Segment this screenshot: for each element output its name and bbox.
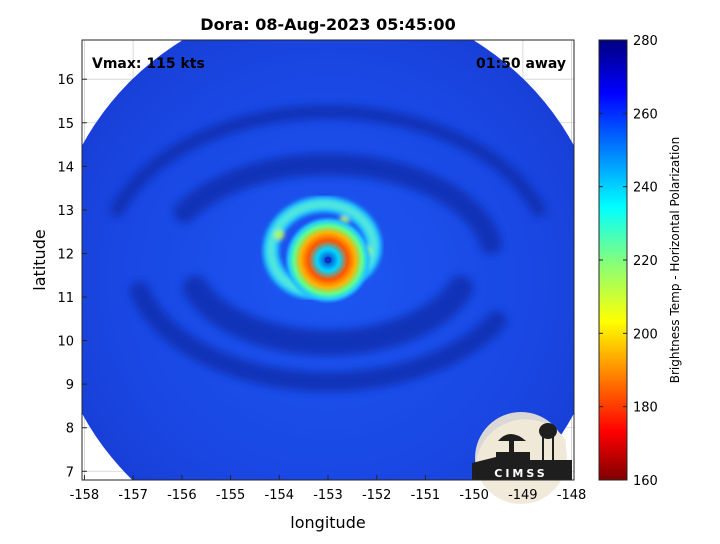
storm-eye: [324, 256, 332, 264]
y-tick-label: 13: [57, 204, 74, 219]
x-tick-label: -156: [167, 488, 197, 503]
colorbar: [598, 39, 628, 481]
cold-bands: [110, 104, 546, 393]
colorbar-tick-label: 280: [633, 34, 658, 49]
vmax-label: Vmax: 115 kts: [92, 56, 205, 72]
x-tick-label: -151: [411, 488, 441, 503]
y-axis-label: latitude: [30, 229, 49, 290]
colorbar-tick-label: 260: [633, 107, 658, 122]
y-tick-label: 7: [66, 465, 74, 480]
x-tick-label: -154: [265, 488, 295, 503]
colorbar-tick-label: 220: [633, 254, 658, 269]
time-away-label: 01:50 away: [476, 56, 566, 72]
x-axis-label: longitude: [290, 513, 365, 532]
cimss-logo: CIMSS: [472, 412, 572, 504]
y-tick-label: 11: [57, 291, 74, 306]
y-tick-label: 15: [57, 117, 74, 132]
chart-title: Dora: 08-Aug-2023 05:45:00: [200, 15, 455, 34]
y-tick-label: 10: [57, 335, 74, 350]
x-tick-label: -148: [557, 488, 587, 503]
colorbar-tick-label: 180: [633, 401, 658, 416]
y-tick-label: 16: [57, 73, 74, 88]
y-tick-label: 9: [66, 378, 74, 393]
cold-band: [110, 104, 546, 217]
x-tick-label: -152: [362, 488, 392, 503]
rainband-inner: [267, 200, 378, 295]
y-tick-label: 8: [66, 422, 74, 437]
x-tick-label: -155: [216, 488, 246, 503]
colorbar-tick-label: 160: [633, 474, 658, 489]
logo-text: CIMSS: [494, 467, 547, 480]
colorbar-label: Brightness Temp - Horizontal Polarizatio…: [668, 137, 682, 384]
rainband-hotspot: [274, 229, 285, 240]
y-tick-label: 12: [57, 247, 74, 262]
colorbar-tick-label: 200: [633, 327, 658, 342]
cold-band: [129, 281, 507, 393]
x-tick-label: -150: [459, 488, 489, 503]
x-axis: -158 -157 -156 -155 -154 -153 -152 -151 -150 -149…: [70, 475, 587, 503]
x-tick-label: -149: [508, 488, 538, 503]
cold-band: [173, 153, 503, 255]
colorbar-ticks: 160 180 200 220 240 260 280: [599, 34, 658, 489]
y-tick-label: 14: [57, 160, 74, 175]
colorbar-tick-label: 240: [633, 181, 658, 196]
x-tick-label: -153: [313, 488, 343, 503]
y-axis: 7 8 9 10 11 12 13 14 15 16: [57, 73, 87, 480]
x-tick-label: -158: [70, 488, 100, 503]
x-tick-label: -157: [118, 488, 148, 503]
cold-band: [182, 275, 474, 356]
